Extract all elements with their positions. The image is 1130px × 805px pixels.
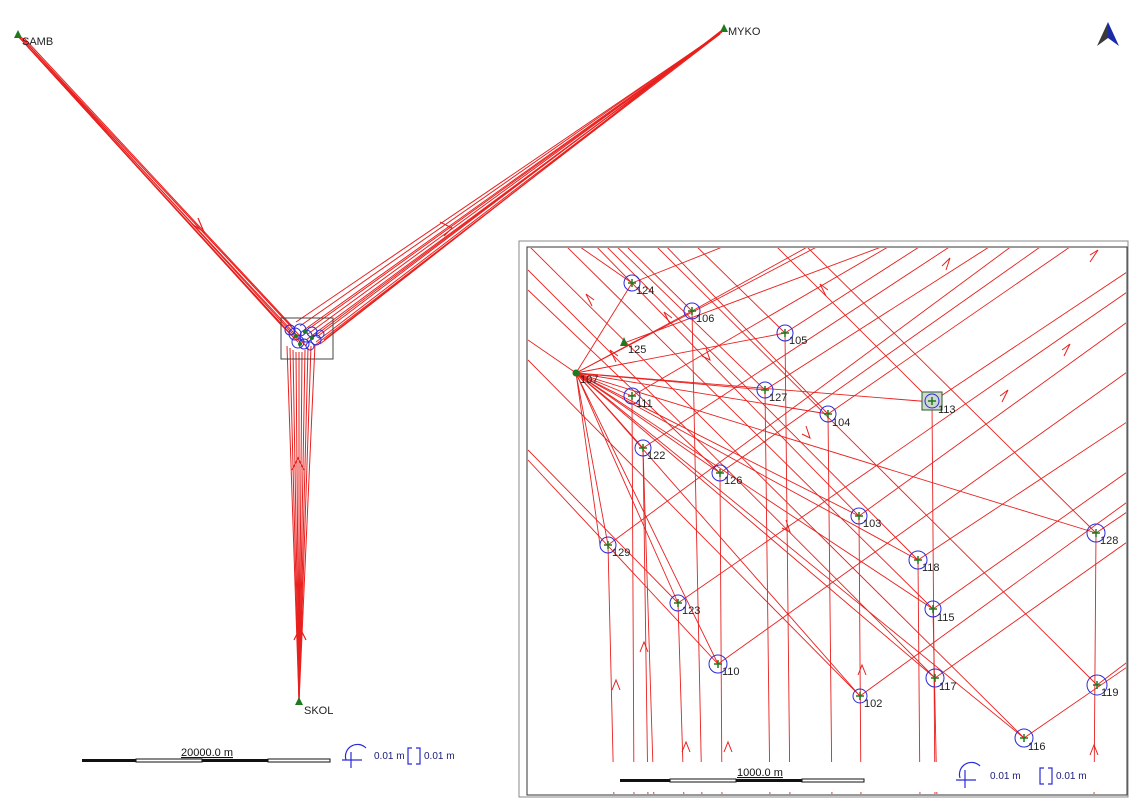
station-label: 129 xyxy=(612,547,630,559)
inset-extent-box xyxy=(280,317,334,360)
station-label: 113 xyxy=(938,404,956,416)
station-label: 119 xyxy=(1101,687,1119,699)
station-127[interactable]: 127 xyxy=(756,381,787,404)
station-label: 116 xyxy=(1028,741,1046,753)
overview-scale-label: 20000.0 m xyxy=(181,747,233,759)
control-label-samb: SAMB xyxy=(22,36,53,48)
overview-scale-bar: 20000.0 m xyxy=(82,747,331,763)
station-116[interactable]: 116 xyxy=(1014,728,1046,753)
station-label: 106 xyxy=(696,313,714,325)
station-128[interactable]: 128 xyxy=(1086,523,1118,547)
station-129[interactable]: 129 xyxy=(599,536,630,559)
inset-ellipse-tolerance: 0.01 m xyxy=(990,771,1021,782)
inset-direction-arrows xyxy=(585,249,1099,756)
inset-stations: 124 106 105 125 107 xyxy=(572,274,1119,753)
height-tolerance-icon xyxy=(1039,767,1053,785)
station-119[interactable]: 119 xyxy=(1086,674,1119,699)
station-cluster[interactable] xyxy=(280,317,334,360)
ellipse-tolerance-icon xyxy=(956,761,981,788)
station-103[interactable]: 103 xyxy=(850,507,881,530)
overview-map: SAMB MYKO SKOL 20000.0 m 0.01 m 0.01 xyxy=(14,24,761,768)
station-label: 122 xyxy=(647,450,665,462)
station-111[interactable]: 111 xyxy=(623,387,653,410)
station-122[interactable]: 122 xyxy=(634,439,665,462)
inset-legend-bg xyxy=(560,762,1120,792)
station-label: 125 xyxy=(628,344,646,356)
station-label: 123 xyxy=(682,605,700,617)
station-115[interactable]: 115 xyxy=(924,600,955,624)
north-arrow-icon xyxy=(1097,22,1119,46)
station-label: 115 xyxy=(937,612,955,624)
station-label: 105 xyxy=(789,335,807,347)
station-125[interactable]: 125 xyxy=(620,337,646,356)
inset-scale-label: 1000.0 m xyxy=(737,767,783,779)
station-label: 103 xyxy=(863,518,881,530)
station-label: 128 xyxy=(1100,535,1118,547)
station-104[interactable]: 104 xyxy=(819,405,850,429)
station-label: 104 xyxy=(832,417,850,429)
inset-observation-lines xyxy=(528,248,1126,794)
inset-scale-bar: 1000.0 m xyxy=(620,767,865,783)
inset-map: 124 106 105 125 107 xyxy=(518,240,1129,798)
station-123[interactable]: 123 xyxy=(669,594,700,617)
inset-height-tolerance: 0.01 m xyxy=(1056,771,1087,782)
station-124[interactable]: 124 xyxy=(623,274,654,297)
station-label: 127 xyxy=(769,392,787,404)
overview-height-tolerance: 0.01 m xyxy=(424,751,455,762)
station-107[interactable]: 107 xyxy=(572,369,599,387)
station-label: 124 xyxy=(636,285,654,297)
control-label-myko: MYKO xyxy=(728,26,761,38)
station-106[interactable]: 106 xyxy=(683,302,714,325)
station-102[interactable]: 102 xyxy=(852,688,882,710)
control-point-skol[interactable]: SKOL xyxy=(295,697,333,717)
station-126[interactable]: 126 xyxy=(711,464,742,487)
station-110[interactable]: 110 xyxy=(708,654,740,678)
station-label: 111 xyxy=(636,398,653,410)
direction-arrows xyxy=(191,217,454,641)
station-label: 117 xyxy=(939,681,957,693)
control-label-skol: SKOL xyxy=(304,705,333,717)
station-118[interactable]: 118 xyxy=(908,550,940,574)
overview-ellipse-tolerance: 0.01 m xyxy=(374,751,405,762)
control-point-myko[interactable]: MYKO xyxy=(720,24,761,38)
station-105[interactable]: 105 xyxy=(776,324,807,347)
height-tolerance-icon xyxy=(407,747,421,765)
station-label: 118 xyxy=(922,562,940,574)
observation-lines xyxy=(17,29,725,703)
station-label: 110 xyxy=(722,666,740,678)
station-113[interactable]: 113 xyxy=(921,391,956,416)
station-label: 126 xyxy=(724,475,742,487)
ellipse-tolerance-icon xyxy=(342,743,367,768)
station-label: 107 xyxy=(580,374,598,386)
station-label: 102 xyxy=(864,698,882,710)
station-117[interactable]: 117 xyxy=(925,668,957,693)
control-point-samb[interactable]: SAMB xyxy=(14,30,53,48)
